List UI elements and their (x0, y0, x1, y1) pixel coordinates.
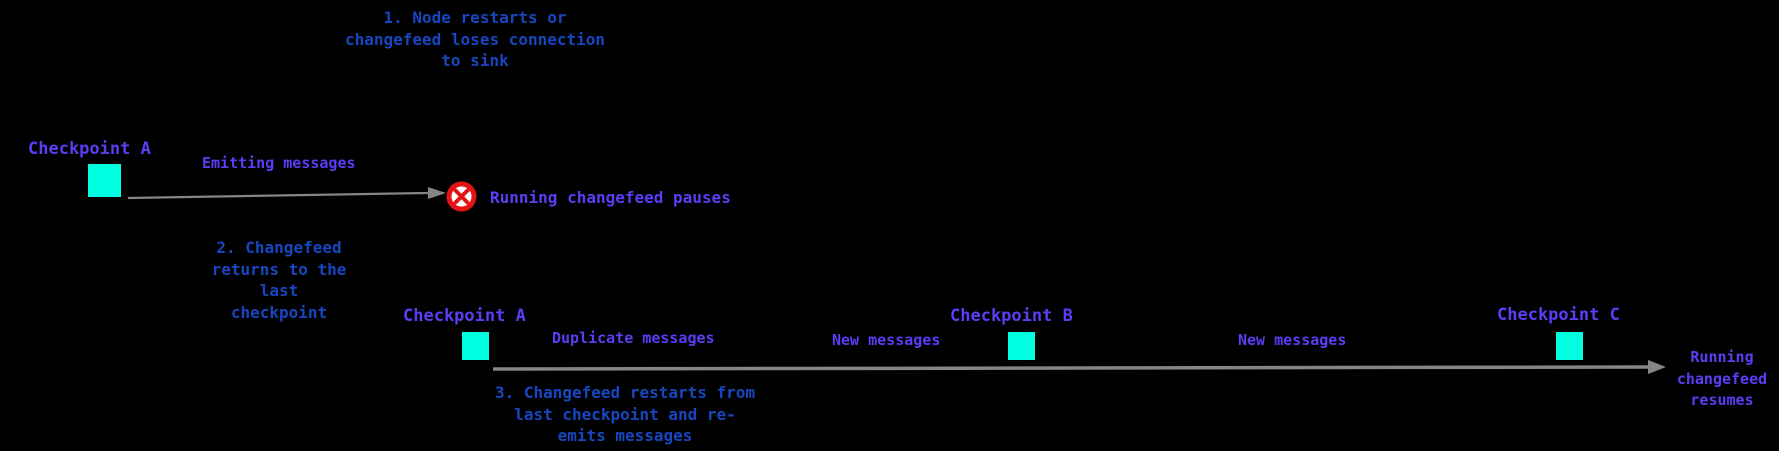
checkpoint-a-label-timeline2: Checkpoint A (403, 306, 526, 326)
checkpoint-a-label-timeline1: Checkpoint A (28, 139, 151, 159)
arrow-head-icon (1648, 360, 1666, 374)
checkpoint-c-label: Checkpoint C (1497, 305, 1620, 325)
checkpoint-b-label: Checkpoint B (950, 306, 1073, 326)
running-changefeed-pauses-label: Running changefeed pauses (490, 188, 731, 207)
emitting-messages-label: Emitting messages (202, 154, 356, 172)
checkpoint-c-marker (1556, 332, 1583, 360)
new-messages-label-1: New messages (832, 331, 941, 349)
running-changefeed-resumes-label: Running changefeed resumes (1676, 348, 1768, 409)
note-step2: 2. Changefeed returns to the last checkp… (211, 238, 347, 322)
arrow-head-icon (428, 187, 446, 199)
note-step3: 3. Changefeed restarts from last checkpo… (494, 383, 756, 445)
arrow-line (492, 365, 1649, 371)
checkpoint-a-marker-timeline1 (88, 164, 121, 197)
checkpoint-b-marker (1008, 332, 1035, 360)
timeline2-arrow (492, 360, 1666, 374)
note-step1: 1. Node restarts or changefeed loses con… (344, 8, 606, 70)
timeline1-arrow (127, 187, 446, 200)
duplicate-messages-label: Duplicate messages (552, 329, 715, 347)
checkpoint-a-marker-timeline2 (462, 332, 489, 360)
arrow-line (127, 191, 429, 200)
error-cancel-icon (446, 181, 477, 212)
new-messages-label-2: New messages (1238, 331, 1347, 349)
